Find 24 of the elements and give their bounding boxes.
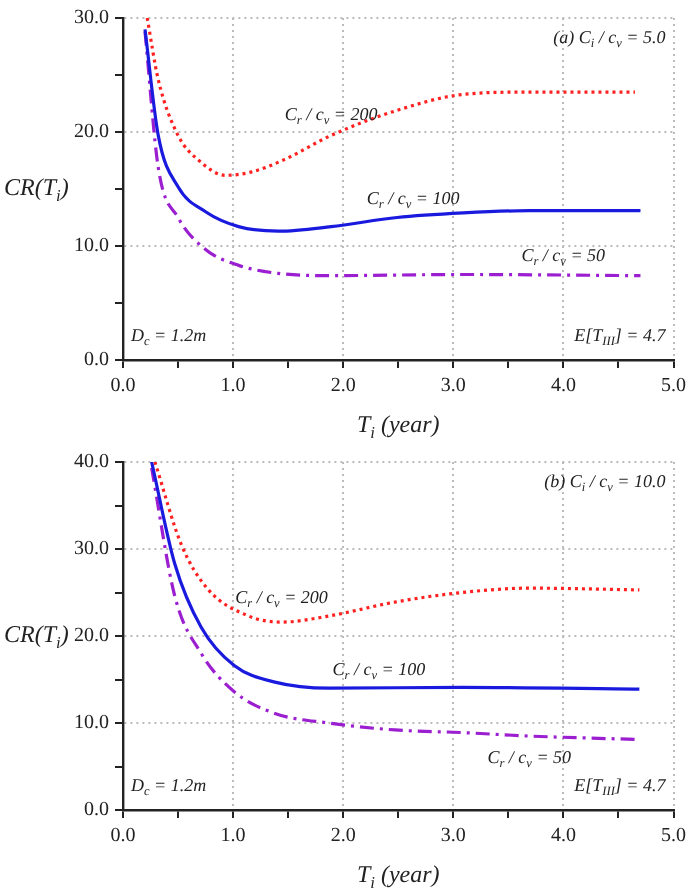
x-tick-label: 0.0 bbox=[110, 825, 136, 848]
y-tick-label: 0.0 bbox=[84, 799, 109, 822]
y-tick-label: 20.0 bbox=[74, 121, 109, 144]
x-tick-label: 2.0 bbox=[330, 825, 356, 848]
x-tick-label: 3.0 bbox=[440, 375, 466, 398]
x-tick-label: 1.0 bbox=[220, 825, 246, 848]
y-tick-label: 30.0 bbox=[74, 538, 109, 561]
line-series bbox=[145, 18, 637, 177]
y-tick-label: 30.0 bbox=[74, 7, 109, 30]
x-tick-label: 2.0 bbox=[330, 375, 356, 398]
x-tick-label: 4.0 bbox=[550, 375, 576, 398]
x-tick-label: 4.0 bbox=[550, 825, 576, 848]
y-tick-label: 40.0 bbox=[74, 451, 109, 474]
line-series bbox=[143, 27, 643, 233]
x-tick-label: 0.0 bbox=[110, 375, 136, 398]
x-tick-label: 1.0 bbox=[220, 375, 246, 398]
line-series bbox=[143, 30, 643, 278]
y-tick-label: 10.0 bbox=[74, 235, 109, 258]
y-tick-label: 20.0 bbox=[74, 625, 109, 648]
x-tick-label: 5.0 bbox=[661, 825, 686, 848]
y-tick-label: 10.0 bbox=[74, 712, 109, 735]
x-tick-label: 3.0 bbox=[440, 825, 466, 848]
x-tick-label: 5.0 bbox=[661, 375, 686, 398]
y-tick-label: 0.0 bbox=[84, 349, 109, 372]
